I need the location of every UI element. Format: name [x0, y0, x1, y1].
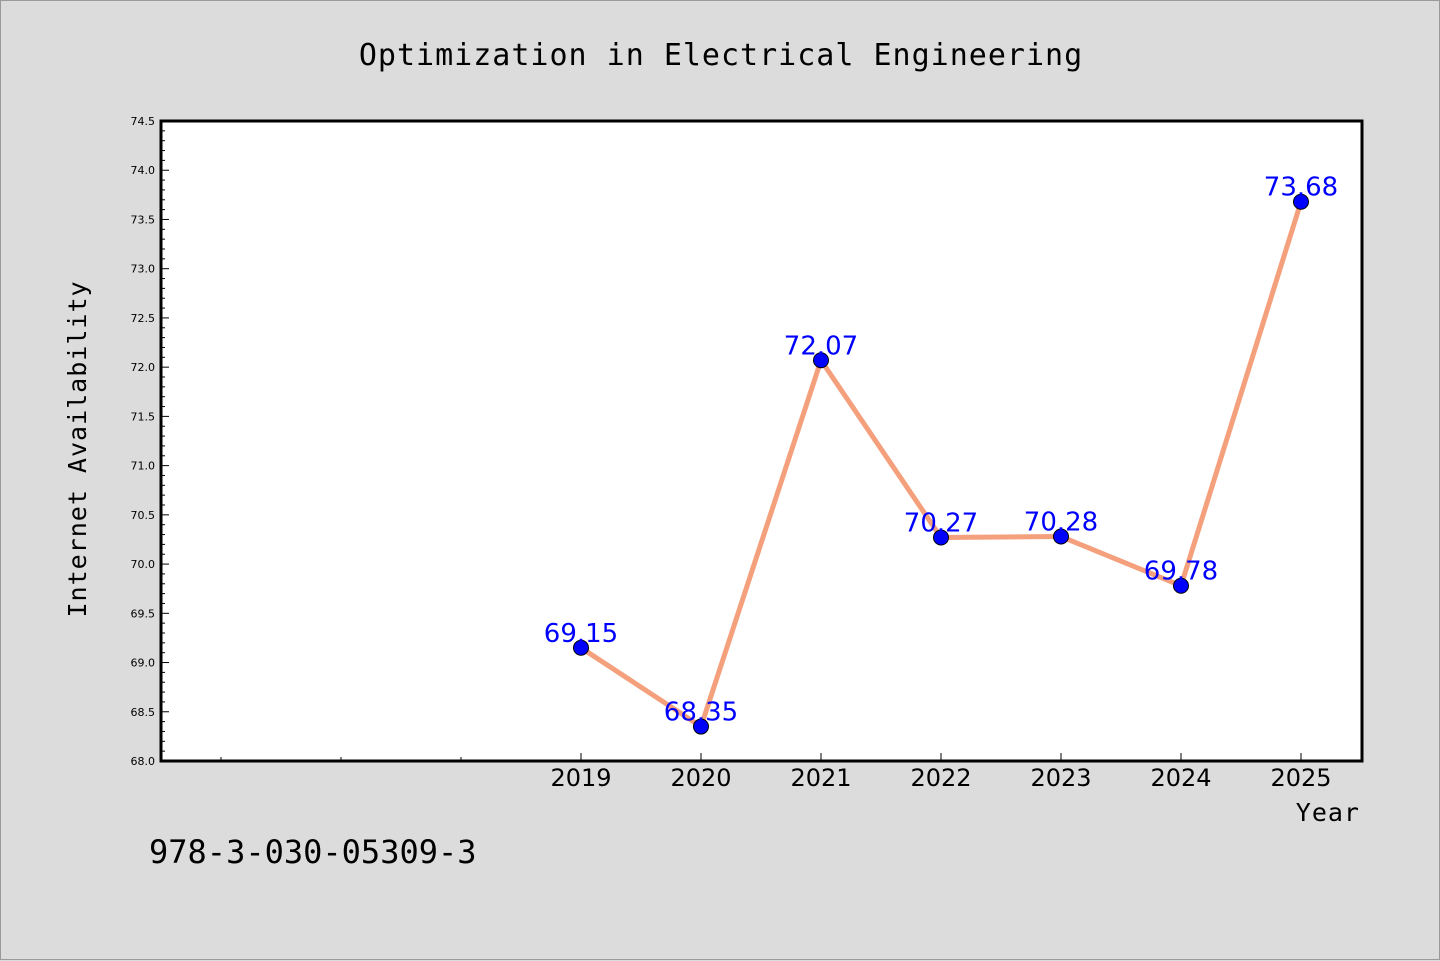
- y-tick-label: 69.5: [131, 607, 156, 620]
- y-tick-label: 68.5: [131, 706, 156, 719]
- y-tick-label: 73.0: [131, 263, 156, 276]
- data-series: 69.15 68.35 72.07 70.27 70.28 69.78 73.68: [544, 173, 1338, 735]
- data-label: 70.27: [904, 508, 978, 538]
- data-point: [1293, 193, 1309, 210]
- y-tick-label: 71.5: [131, 410, 156, 423]
- y-tick-label: 70.0: [131, 558, 156, 571]
- y-tick-label: 70.5: [131, 509, 156, 522]
- x-tick-label: 2019: [550, 764, 611, 792]
- y-tick-label: 69.0: [131, 657, 156, 670]
- plot-area: [159, 119, 1364, 763]
- x-tick-label: 2021: [790, 764, 851, 792]
- y-axis-label: Internet Availability: [63, 280, 92, 617]
- data-point: [813, 352, 829, 369]
- x-axis-label: Year: [1296, 798, 1360, 827]
- data-point: [933, 529, 949, 546]
- data-label: 68.35: [664, 698, 738, 728]
- y-tick-label: 71.0: [131, 460, 156, 473]
- isbn-text: 978-3-030-05309-3: [149, 833, 477, 871]
- y-tick-label: 72.5: [131, 312, 156, 325]
- data-label: 69.78: [1144, 557, 1218, 587]
- data-point: [573, 639, 589, 656]
- x-tick-label: 2020: [670, 764, 731, 792]
- x-tick-label: 2022: [910, 764, 971, 792]
- x-tick-label: 2024: [1150, 764, 1211, 792]
- data-label: 73.68: [1264, 173, 1338, 203]
- x-tick-label: 2025: [1270, 764, 1331, 792]
- chart-title: Optimization in Electrical Engineering: [359, 38, 1083, 73]
- data-label: 70.28: [1024, 508, 1098, 538]
- y-axis: 68.0 68.5 69.0 69.5 70.0 70.5 71.0 71.5 72.0 72.5…: [131, 115, 169, 768]
- x-tick-label: 2023: [1030, 764, 1091, 792]
- data-label: 72.07: [784, 331, 858, 361]
- data-point: [693, 718, 709, 735]
- y-tick-label: 73.5: [131, 213, 156, 226]
- data-point: [1053, 528, 1069, 545]
- data-label: 69.15: [544, 619, 618, 649]
- y-tick-label: 68.0: [131, 755, 156, 768]
- data-point: [1173, 577, 1189, 594]
- y-tick-label: 72.0: [131, 361, 156, 374]
- x-axis: 2019 2020 2021 2022 2023 2024 2025: [220, 753, 1332, 792]
- y-tick-label: 74.5: [131, 115, 156, 128]
- y-tick-label: 74.0: [131, 164, 156, 177]
